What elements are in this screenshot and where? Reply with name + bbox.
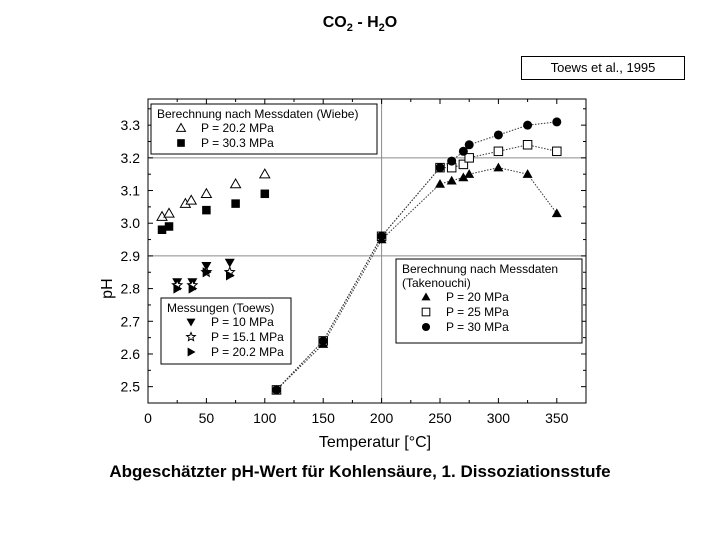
data-point <box>318 336 328 346</box>
data-point <box>231 199 240 208</box>
legend-entry-label: P = 20.2 MPa <box>211 345 284 359</box>
legend-title: Berechnung nach Messdaten <box>402 262 558 276</box>
legend-marker <box>421 307 431 317</box>
legend-entry-label: P = 10 MPa <box>211 315 274 329</box>
x-tick-label: 200 <box>370 410 394 426</box>
legend-entry-label: P = 30.3 MPa <box>201 136 274 150</box>
legend-marker <box>186 318 196 327</box>
title-co: CO <box>322 14 347 31</box>
data-point <box>173 283 183 294</box>
y-tick-label: 3.2 <box>121 150 141 166</box>
title-sub-2: 2 <box>346 22 353 35</box>
data-point <box>552 146 562 157</box>
data-point <box>157 225 167 235</box>
data-point <box>552 117 562 127</box>
legend-marker <box>185 331 197 342</box>
legend-title: Berechnung nach Messdaten (Wiebe) <box>157 107 358 121</box>
legend-marker <box>177 139 185 147</box>
y-tick-label: 3.3 <box>121 117 141 133</box>
data-point <box>224 258 235 268</box>
data-point <box>164 222 174 231</box>
legend-entry-label: P = 20.2 MPa <box>201 121 274 135</box>
data-point <box>200 187 213 199</box>
x-axis-label: Temperatur [°C] <box>319 434 431 451</box>
data-point <box>435 178 445 188</box>
x-tick-label: 300 <box>487 410 511 426</box>
legend-marker <box>421 292 431 301</box>
legend-title: (Takenouchi) <box>402 276 471 290</box>
data-point <box>260 189 270 199</box>
x-tick-label: 50 <box>199 410 215 426</box>
y-axis-label: pH <box>99 278 116 298</box>
data-point <box>202 267 212 278</box>
data-point <box>493 162 504 172</box>
title-sub-2b: 2 <box>378 22 385 35</box>
data-point <box>493 146 504 157</box>
title-separator: - <box>352 14 368 31</box>
title-o: O <box>384 14 398 31</box>
y-tick-label: 2.9 <box>121 248 141 264</box>
legend-entry-label: P = 20 MPa <box>446 290 509 304</box>
legend-marker <box>187 347 196 357</box>
y-tick-label: 3.1 <box>121 183 141 199</box>
data-point <box>163 207 175 218</box>
data-point <box>229 177 242 189</box>
data-point <box>458 159 469 170</box>
y-tick-label: 3.0 <box>121 215 141 231</box>
y-tick-label: 2.7 <box>121 313 141 329</box>
data-point <box>523 120 533 130</box>
legend-marker <box>421 322 431 332</box>
data-point <box>464 153 474 163</box>
x-tick-label: 100 <box>253 410 277 426</box>
y-tick-label: 2.5 <box>121 379 141 395</box>
data-point <box>447 156 457 166</box>
data-point <box>464 140 474 150</box>
data-point <box>188 283 198 294</box>
legend-entry-label: P = 30 MPa <box>446 320 509 334</box>
data-point <box>458 146 468 156</box>
data-point <box>464 169 475 178</box>
source-citation: Toews et al., 1995 <box>521 56 685 80</box>
data-point <box>377 231 387 241</box>
y-tick-label: 2.6 <box>121 346 141 362</box>
data-point <box>435 163 445 173</box>
series-line <box>276 121 557 391</box>
plot-frame <box>147 98 587 404</box>
legend-box <box>160 297 292 365</box>
data-point <box>446 175 457 185</box>
x-tick-label: 350 <box>545 410 569 426</box>
data-point <box>458 172 469 182</box>
chart-title: CO2 - H2O <box>0 14 720 34</box>
legend-entry-label: P = 25 MPa <box>446 305 509 319</box>
data-point <box>522 169 533 178</box>
data-point <box>522 140 533 150</box>
series-line <box>276 144 557 391</box>
data-point <box>551 208 562 218</box>
data-point <box>226 270 235 281</box>
x-tick-label: 0 <box>144 410 152 426</box>
title-h: H <box>367 14 379 31</box>
data-point <box>271 385 281 395</box>
legend-marker <box>175 122 187 132</box>
x-tick-label: 150 <box>312 410 336 426</box>
data-point <box>493 130 503 140</box>
legend-entry-label: P = 15.1 MPa <box>211 330 284 344</box>
legend-title: Messungen (Toews) <box>167 301 274 315</box>
legend-box <box>150 103 378 155</box>
data-point <box>185 194 198 205</box>
data-point <box>202 205 211 215</box>
y-tick-label: 2.8 <box>121 281 141 297</box>
figure-caption: Abgeschätzter pH-Wert für Kohlensäure, 1… <box>109 462 611 481</box>
data-point <box>258 168 271 179</box>
x-tick-label: 250 <box>428 410 452 426</box>
